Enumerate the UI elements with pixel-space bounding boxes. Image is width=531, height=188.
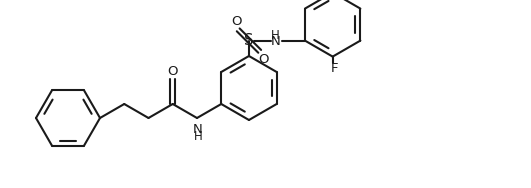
Text: O: O xyxy=(167,65,178,78)
Text: S: S xyxy=(244,33,254,48)
Text: H: H xyxy=(271,29,279,42)
Text: H: H xyxy=(194,130,202,143)
Text: N: N xyxy=(270,35,280,48)
Text: O: O xyxy=(259,53,269,66)
Text: O: O xyxy=(231,15,241,28)
Text: F: F xyxy=(331,62,338,75)
Text: N: N xyxy=(193,123,203,136)
